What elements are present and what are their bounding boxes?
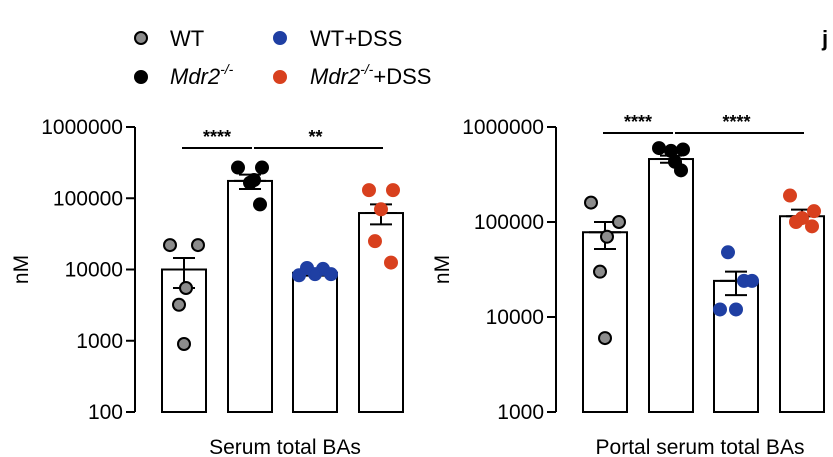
legend-label-mdr2: Mdr2-/-: [170, 61, 234, 89]
y-tick-label: 10000: [65, 259, 123, 282]
data-point: [584, 195, 598, 210]
data-point: [191, 238, 205, 253]
legend-label-mdr2-dss-name: Mdr2: [310, 64, 360, 89]
data-point: [179, 280, 193, 295]
chart-portal-serum-total-bas: 1000 10000 100000 1000000 nM Portal serum tot…: [431, 112, 825, 457]
legend-label-wt-dss: WT+DSS: [310, 26, 402, 51]
data-point: [384, 255, 398, 270]
bar-wt_dss: [713, 279, 759, 414]
bar-wt: [582, 231, 628, 413]
data-point: [652, 141, 666, 156]
data-point: [593, 264, 607, 279]
y-tick-label: 100000: [53, 187, 123, 210]
x-axis-title: Serum total BAs: [209, 436, 361, 457]
data-point: [324, 267, 338, 282]
data-point: [172, 297, 186, 312]
legend-label-mdr2-sup: -/-: [220, 61, 234, 77]
legend-marker-wt-dss: [273, 31, 287, 45]
data-point: [255, 160, 269, 175]
bar-mdr2: [227, 179, 273, 413]
y-tick-label: 100: [88, 401, 123, 424]
legend-marker-wt: [134, 31, 148, 45]
chart-serum-total-bas: 100 1000 10000 100000 1000000 nM Serum total B…: [10, 116, 404, 457]
data-point: [713, 302, 727, 317]
data-point: [386, 183, 400, 198]
legend-marker-mdr2: [134, 70, 148, 84]
data-point: [163, 238, 177, 253]
data-point: [745, 273, 759, 288]
legend: WT WT+DSS Mdr2-/- Mdr2-/-+DSS: [134, 26, 431, 89]
panel-letter: j: [821, 26, 828, 51]
y-tick-label: 10000: [486, 306, 544, 329]
data-point: [807, 204, 821, 219]
data-point: [231, 160, 245, 175]
data-point: [789, 215, 803, 229]
significance-label: ****: [203, 127, 231, 147]
data-point: [676, 142, 690, 157]
y-axis-title: nM: [431, 255, 454, 284]
significance-label: **: [308, 127, 322, 147]
data-point: [612, 215, 626, 229]
significance-label: ****: [624, 112, 652, 132]
bar-mdr2_dss: [358, 212, 404, 413]
bar-wt_dss: [292, 271, 338, 413]
data-point: [247, 173, 261, 188]
y-tick-label: 1000000: [41, 116, 123, 139]
data-point: [598, 331, 612, 346]
legend-label-mdr2-name: Mdr2: [170, 64, 220, 89]
data-point: [674, 163, 688, 178]
significance-label: ****: [722, 112, 750, 132]
data-point: [600, 229, 614, 244]
bar-mdr2_dss: [779, 215, 825, 413]
data-point: [805, 219, 819, 234]
data-point: [362, 183, 376, 198]
y-tick-label: 1000000: [462, 116, 544, 139]
bar-mdr2: [648, 158, 694, 413]
data-point: [783, 188, 797, 203]
y-axis-title: nM: [10, 255, 33, 284]
y-tick-label: 1000: [76, 330, 123, 353]
data-point: [308, 267, 322, 282]
legend-label-wt: WT: [170, 26, 204, 51]
data-point: [368, 234, 382, 249]
data-point: [374, 202, 388, 217]
data-point: [253, 197, 267, 212]
legend-marker-mdr2-dss: [273, 70, 287, 84]
legend-label-mdr2-dss: Mdr2-/-+DSS: [310, 61, 431, 89]
y-tick-label: 1000: [497, 401, 544, 424]
data-point: [177, 337, 191, 352]
legend-label-mdr2-dss-suffix: +DSS: [373, 64, 431, 89]
data-point: [729, 302, 743, 317]
data-point: [721, 245, 735, 260]
y-tick-label: 100000: [474, 211, 544, 234]
data-point: [292, 268, 306, 283]
x-axis-title: Portal serum total BAs: [596, 436, 805, 457]
legend-label-mdr2-dss-sup: -/-: [360, 61, 374, 77]
